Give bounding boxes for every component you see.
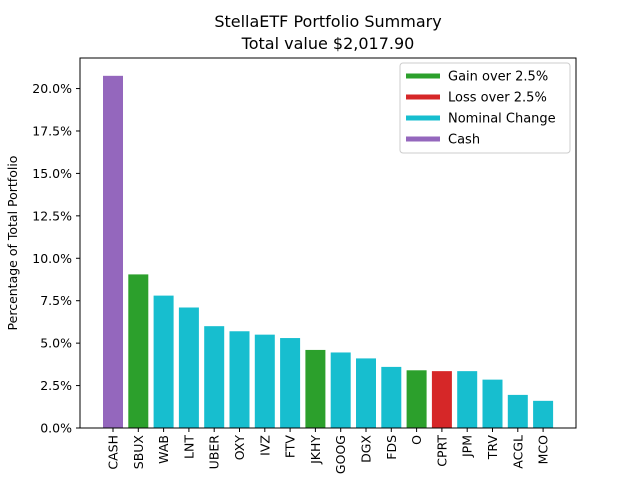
bar-lnt bbox=[178, 307, 199, 428]
x-tick-label-lnt: LNT bbox=[181, 435, 196, 459]
bar-uber bbox=[204, 326, 225, 428]
x-tick-label-mco: MCO bbox=[536, 435, 551, 465]
bar-cash bbox=[103, 75, 123, 428]
plot-area-frame bbox=[79, 57, 577, 429]
x-tick-label-jpm: JPM bbox=[460, 435, 475, 458]
x-tick-label-o: O bbox=[409, 435, 424, 445]
y-tick-label: 5.0% bbox=[40, 336, 72, 351]
chart-subtitle: Total value $2,017.90 bbox=[241, 34, 415, 53]
y-tick-label: 15.0% bbox=[32, 166, 72, 181]
bar-ivz bbox=[254, 334, 275, 428]
y-tick-label: 7.5% bbox=[40, 293, 72, 308]
y-tick-label: 10.0% bbox=[32, 251, 72, 266]
y-tick-label: 2.5% bbox=[40, 378, 72, 393]
bar-mco bbox=[533, 400, 554, 428]
bar-sbux bbox=[128, 274, 149, 428]
x-tick-label-goog: GOOG bbox=[333, 435, 348, 474]
bar-jpm bbox=[457, 371, 478, 428]
y-tick-label: 12.5% bbox=[32, 208, 72, 223]
legend-box bbox=[399, 62, 571, 154]
x-tick-label-dgx: DGX bbox=[359, 435, 374, 463]
x-tick-label-cash: CASH bbox=[106, 435, 121, 470]
legend-label-loss: Loss over 2.5% bbox=[448, 91, 547, 106]
x-tick-label-wab: WAB bbox=[156, 435, 171, 464]
bar-wab bbox=[153, 295, 174, 428]
x-tick-label-cprt: CPRT bbox=[434, 435, 449, 467]
legend-label-gain: Gain over 2.5% bbox=[448, 70, 548, 85]
x-tick-label-ivz: IVZ bbox=[257, 435, 272, 456]
bar-cprt bbox=[431, 371, 452, 428]
y-tick-label: 0.0% bbox=[40, 421, 72, 436]
legend-label-nominal: Nominal Change bbox=[448, 112, 556, 127]
bar-goog bbox=[330, 352, 351, 428]
y-axis-label: Percentage of Total Portfolio bbox=[5, 156, 20, 331]
bar-acgl bbox=[507, 394, 528, 428]
y-tick-label: 17.5% bbox=[32, 123, 72, 138]
x-tick-label-oxy: OXY bbox=[232, 435, 247, 461]
x-tick-label-fds: FDS bbox=[384, 435, 399, 460]
x-tick-label-trv: TRV bbox=[485, 435, 500, 461]
bar-dgx bbox=[356, 358, 376, 428]
y-ticks-layer: 0.0% 2.5% 5.0% 7.5% 10.0% 12.5% 15.0% 17.5% 20.0… bbox=[32, 81, 80, 436]
y-tick-label: 20.0% bbox=[32, 81, 72, 96]
x-ticks-layer: CASH SBUX WAB LNT UBER OXY IVZ FTV JKHY GOOG DGX FD… bbox=[106, 428, 551, 474]
x-tick-label-uber: UBER bbox=[207, 435, 222, 470]
bar-oxy bbox=[229, 331, 250, 428]
bar-ftv bbox=[280, 338, 301, 428]
x-tick-label-ftv: FTV bbox=[283, 435, 298, 459]
chart-title: StellaETF Portfolio Summary bbox=[214, 12, 441, 31]
bar-trv bbox=[482, 379, 503, 428]
x-tick-label-sbux: SBUX bbox=[131, 435, 146, 470]
bar-o bbox=[406, 370, 427, 428]
legend-label-cash: Cash bbox=[448, 133, 480, 148]
bar-fds bbox=[381, 366, 402, 428]
x-tick-label-jkhy: JKHY bbox=[308, 435, 323, 465]
bars-layer bbox=[103, 75, 554, 428]
legend: Gain over 2.5% Loss over 2.5% Nominal Chan… bbox=[399, 62, 571, 154]
bar-jkhy bbox=[305, 349, 326, 428]
x-tick-label-acgl: ACGL bbox=[510, 435, 525, 469]
